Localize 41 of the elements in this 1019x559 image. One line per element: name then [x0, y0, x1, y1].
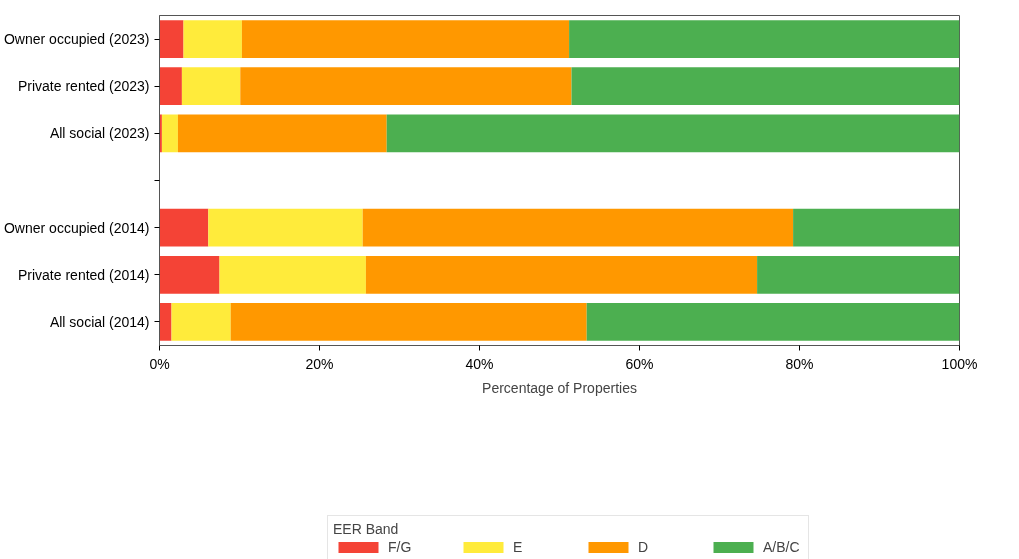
- legend-label: A/B/C: [763, 539, 801, 555]
- legend-label: F/G: [388, 539, 413, 555]
- bar: [159, 67, 182, 106]
- bar: [183, 20, 242, 58]
- x-tick-label: 0%: [149, 355, 170, 372]
- bar: [793, 208, 960, 247]
- bar: [386, 114, 960, 153]
- legend-label: E: [513, 539, 524, 555]
- legend-label: D: [638, 539, 650, 555]
- y-tick-label: Owner occupied (2023): [3, 31, 150, 48]
- bar: [159, 303, 172, 341]
- bar: [240, 67, 572, 106]
- bar: [362, 208, 794, 247]
- legend-title: EER Band: [333, 521, 400, 537]
- bar: [571, 67, 960, 106]
- bar: [159, 255, 220, 294]
- bar: [161, 114, 178, 153]
- bar: [159, 208, 209, 247]
- bar: [241, 20, 570, 58]
- bar: [171, 303, 231, 341]
- x-tick-label: 40%: [465, 355, 494, 372]
- y-tick-label: All social (2014): [49, 313, 150, 330]
- bar: [219, 255, 366, 294]
- y-tick-label: All social (2023): [49, 125, 150, 142]
- x-tick-label: 20%: [305, 355, 334, 372]
- bar: [208, 208, 363, 247]
- y-tick-label: Owner occupied (2014): [3, 219, 150, 236]
- x-tick-label: 100%: [941, 355, 978, 372]
- bar: [586, 303, 960, 341]
- bar: [159, 20, 184, 58]
- bar: [569, 20, 960, 58]
- bar: [177, 114, 387, 153]
- bar: [365, 255, 758, 294]
- x-tick-label: 60%: [625, 355, 654, 372]
- y-tick-label: Private rented (2023): [17, 78, 150, 95]
- x-axis-title: Percentage of Properties: [482, 379, 637, 396]
- bar: [230, 303, 587, 341]
- bar: [757, 255, 960, 294]
- y-tick-label: Private rented (2014): [17, 266, 150, 283]
- bar: [181, 67, 241, 106]
- x-tick-label: 80%: [785, 355, 814, 372]
